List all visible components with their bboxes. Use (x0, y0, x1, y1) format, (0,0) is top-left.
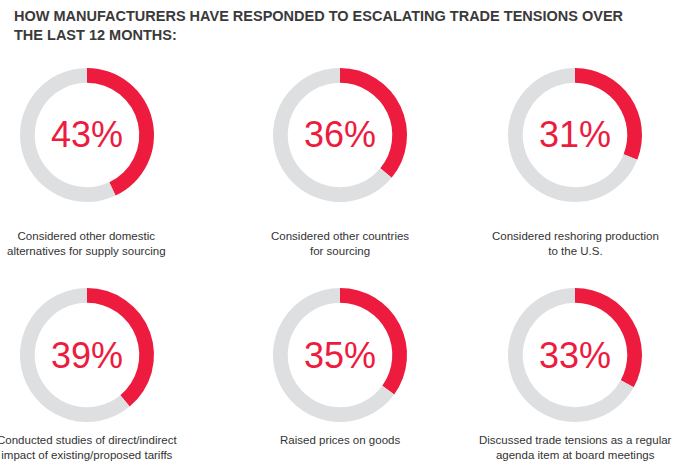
svg-text:43%: 43% (51, 114, 123, 155)
svg-text:Considered reshoring productio: Considered reshoring productionto the U.… (492, 230, 659, 257)
svg-text:31%: 31% (539, 114, 611, 155)
svg-text:Conducted studies of direct/in: Conducted studies of direct/indirectimpa… (0, 434, 177, 461)
svg-text:33%: 33% (539, 335, 611, 376)
svg-text:Discussed trade tensions as a: Discussed trade tensions as a regularage… (479, 434, 672, 461)
svg-text:Raised prices on goods: Raised prices on goods (280, 434, 400, 446)
svg-text:Considered other countriesfor: Considered other countriesfor sourcing (271, 230, 409, 257)
svg-text:Considered other domesticalter: Considered other domesticalternatives fo… (7, 230, 166, 257)
svg-text:HOW MANUFACTURERS HAVE RESPOND: HOW MANUFACTURERS HAVE RESPONDED TO ESCA… (14, 8, 624, 43)
svg-text:35%: 35% (304, 335, 376, 376)
svg-text:39%: 39% (51, 335, 123, 376)
svg-text:36%: 36% (304, 114, 376, 155)
